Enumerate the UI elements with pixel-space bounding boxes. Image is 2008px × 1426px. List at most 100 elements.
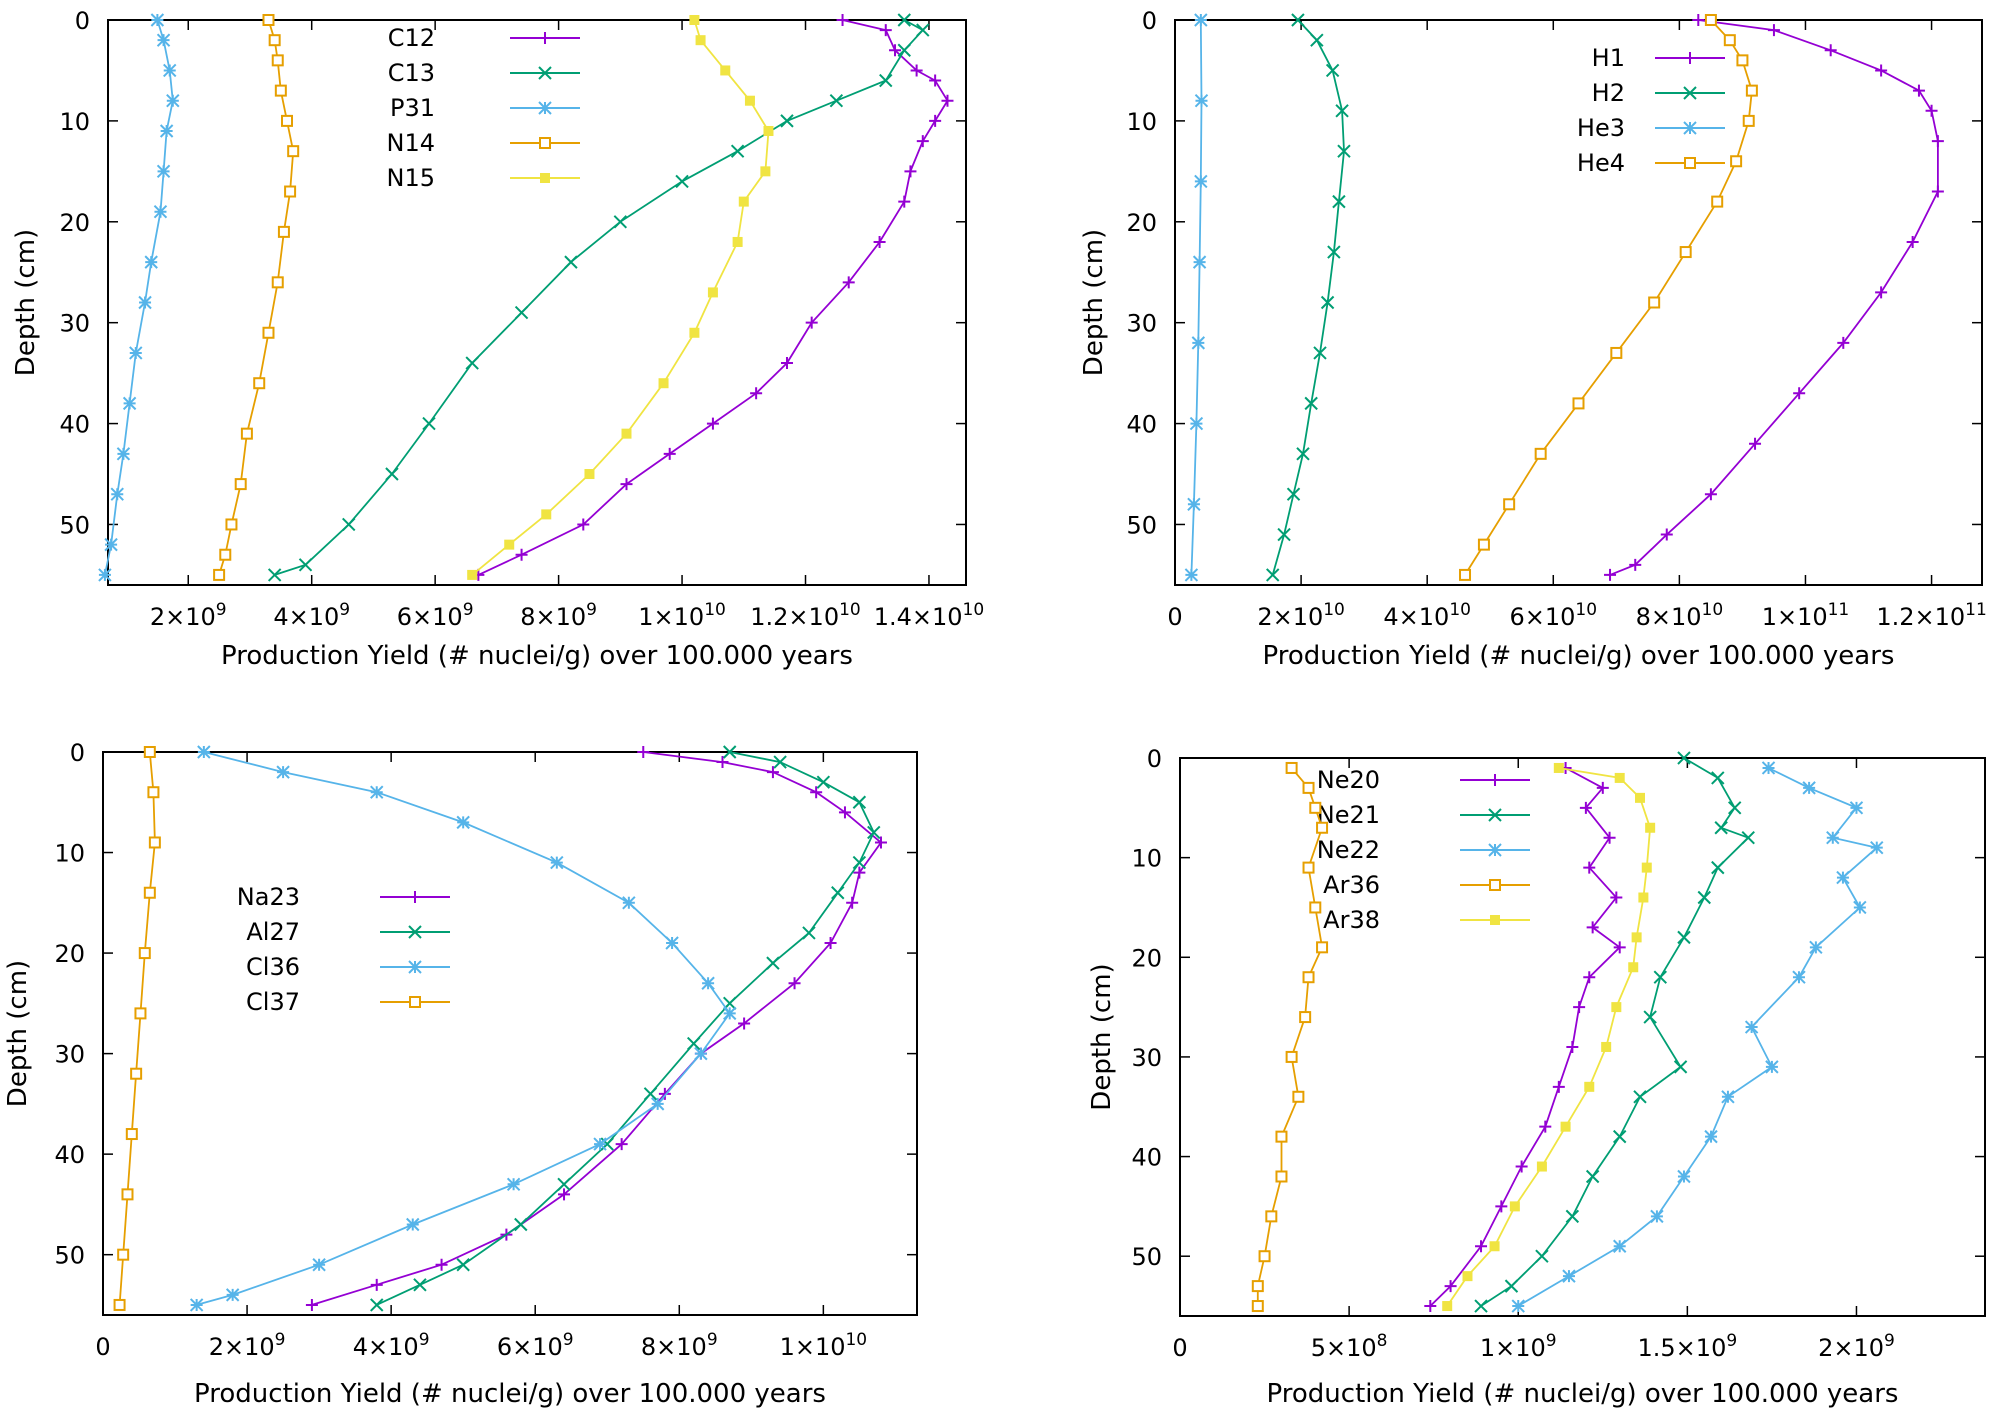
data-point bbox=[98, 568, 112, 582]
data-point bbox=[1611, 1002, 1622, 1013]
legend-label: P31 bbox=[390, 94, 435, 122]
data-point bbox=[720, 65, 731, 76]
data-point bbox=[816, 775, 831, 789]
data-point bbox=[284, 185, 297, 198]
legend-marker bbox=[1684, 52, 1696, 64]
legend-marker bbox=[1490, 915, 1500, 925]
data-point bbox=[1736, 54, 1749, 67]
data-point bbox=[104, 537, 118, 552]
data-point bbox=[1572, 397, 1585, 410]
legend-marker bbox=[1489, 879, 1501, 891]
data-point bbox=[873, 235, 886, 248]
data-point bbox=[1638, 892, 1649, 903]
legend-entry-n15: N15 bbox=[387, 164, 580, 192]
y-tick-label: 40 bbox=[54, 1141, 85, 1169]
data-point bbox=[1792, 970, 1806, 984]
x-tick-exponent: 9 bbox=[275, 1330, 286, 1350]
legend-label: N15 bbox=[387, 164, 436, 192]
data-point bbox=[156, 33, 171, 47]
data-point bbox=[134, 1007, 147, 1020]
data-point bbox=[213, 568, 226, 581]
x-tick-exponent: 10 bbox=[704, 600, 726, 620]
data-point bbox=[1509, 1201, 1520, 1212]
x-tick-exponent: 10 bbox=[1575, 600, 1597, 620]
x-tick-exponent: 9 bbox=[563, 1330, 574, 1350]
legend-marker bbox=[1488, 843, 1502, 857]
data-point bbox=[1536, 1161, 1547, 1172]
data-point bbox=[1511, 1299, 1525, 1313]
data-point bbox=[147, 786, 160, 799]
data-point bbox=[1302, 971, 1315, 984]
data-point bbox=[1677, 1169, 1691, 1184]
data-point bbox=[143, 746, 156, 758]
x-tick-mantissa: 2×10 bbox=[209, 1333, 275, 1361]
data-point bbox=[138, 295, 152, 310]
series-n14 bbox=[213, 14, 300, 581]
data-point bbox=[1912, 84, 1925, 97]
y-tick-label: 20 bbox=[59, 209, 90, 237]
data-point bbox=[1744, 1020, 1759, 1034]
data-point bbox=[156, 164, 171, 179]
data-point bbox=[504, 539, 515, 550]
data-point bbox=[1853, 900, 1867, 915]
x-tick-label: 1×109 bbox=[1480, 1331, 1557, 1362]
x-tick-exponent: 10 bbox=[963, 600, 985, 620]
legend-marker bbox=[409, 891, 421, 903]
data-point bbox=[271, 54, 284, 67]
data-point bbox=[897, 13, 911, 27]
series-line bbox=[1190, 19, 1203, 575]
data-point bbox=[253, 377, 266, 390]
x-tick-label: 1×1010 bbox=[780, 1330, 868, 1361]
x-tick-exponent: 9 bbox=[586, 600, 597, 620]
x-tick-mantissa: 1.4×10 bbox=[874, 603, 963, 631]
data-point bbox=[1444, 1280, 1457, 1293]
data-point bbox=[1704, 488, 1717, 501]
series-c13 bbox=[267, 13, 930, 582]
data-point bbox=[1583, 971, 1596, 984]
y-tick-label: 0 bbox=[70, 739, 85, 767]
data-point bbox=[874, 836, 887, 849]
data-point bbox=[1424, 1300, 1437, 1313]
x-tick-label: 0 bbox=[1172, 1334, 1187, 1362]
data-point bbox=[1503, 498, 1516, 511]
data-point bbox=[1552, 1080, 1565, 1093]
data-point bbox=[1489, 1241, 1500, 1252]
series-cl36 bbox=[189, 745, 737, 1312]
data-point bbox=[1292, 1090, 1305, 1103]
data-point bbox=[138, 947, 151, 960]
data-point bbox=[1837, 336, 1850, 349]
legend-entry-he4: He4 bbox=[1577, 149, 1725, 177]
data-point bbox=[515, 548, 528, 561]
y-tick-label: 40 bbox=[59, 411, 90, 439]
data-point bbox=[744, 95, 755, 106]
x-tick-mantissa: 8×10 bbox=[520, 603, 586, 631]
data-point bbox=[689, 15, 700, 25]
data-point bbox=[1692, 14, 1705, 26]
data-point bbox=[153, 204, 168, 219]
data-point bbox=[1194, 174, 1208, 189]
data-point bbox=[267, 568, 282, 582]
data-point bbox=[1251, 1280, 1264, 1293]
y-tick-label: 20 bbox=[1131, 944, 1162, 972]
x-tick-exponent: 10 bbox=[1449, 600, 1471, 620]
data-point bbox=[121, 1188, 134, 1201]
data-point bbox=[730, 144, 745, 158]
data-point bbox=[637, 746, 650, 758]
data-point bbox=[879, 24, 892, 37]
data-point bbox=[1610, 891, 1623, 904]
data-point bbox=[1629, 558, 1642, 571]
series-line bbox=[376, 751, 875, 1306]
data-point bbox=[1906, 235, 1919, 248]
x-tick-label: 1×1010 bbox=[638, 600, 726, 631]
data-point bbox=[1275, 1130, 1288, 1143]
data-point bbox=[852, 795, 867, 809]
data-point bbox=[125, 1128, 138, 1141]
data-point bbox=[1596, 781, 1609, 794]
data-point bbox=[312, 1258, 326, 1272]
x-tick-mantissa: 5×10 bbox=[1311, 1334, 1377, 1362]
data-point bbox=[219, 548, 232, 561]
series-al27 bbox=[370, 745, 881, 1312]
x-axis-title: Production Yield (# nuclei/g) over 100.0… bbox=[1267, 1379, 1899, 1409]
data-point bbox=[342, 517, 356, 532]
legend-label: Ne20 bbox=[1317, 766, 1380, 794]
